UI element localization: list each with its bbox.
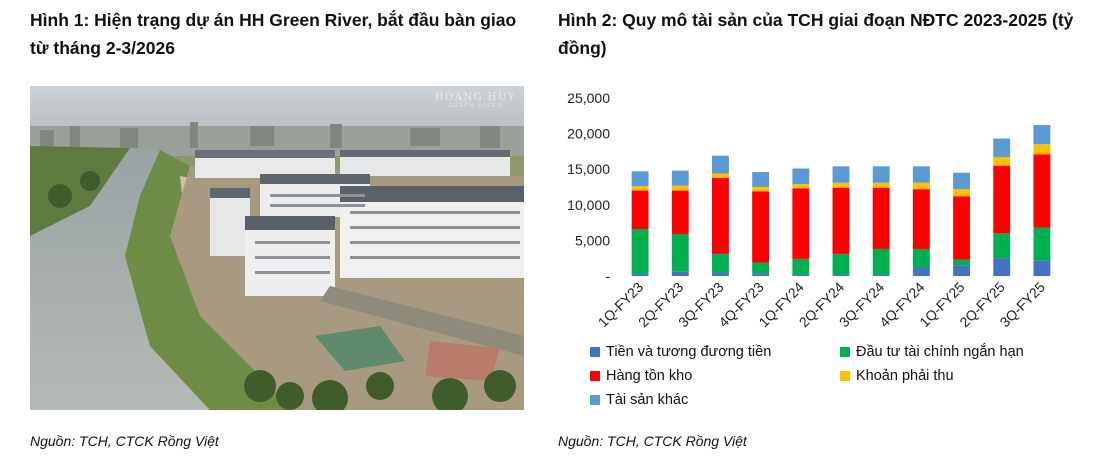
legend-label: Hàng tồn kho [606, 368, 693, 384]
bar-segment [671, 185, 689, 191]
watermark-line1: HOANG HUY [434, 92, 516, 103]
bar-segment [752, 187, 770, 192]
legend-label: Tài sản khác [606, 392, 689, 408]
bar-segment [712, 177, 729, 254]
bar-segment [872, 187, 890, 249]
bar-segment [832, 182, 850, 188]
legend-label: Khoản phải thu [856, 368, 954, 384]
bar-segment [792, 274, 810, 276]
bar-segment [1033, 125, 1051, 145]
legend-item: Tài sản khác [590, 390, 840, 410]
bar-segment [752, 172, 770, 187]
bar-segment [631, 229, 649, 274]
bar-segment [993, 157, 1011, 166]
photo-watermark: HOANG HUY GREEN RIVER [435, 92, 516, 109]
y-tick-label: - [605, 268, 610, 284]
legend-swatch [840, 371, 850, 381]
bar-segment [671, 233, 689, 272]
figure2-source: Nguồn: TCH, CTCK Rồng Việt [558, 433, 747, 449]
bar-segment [671, 190, 689, 234]
figure1-source: Nguồn: TCH, CTCK Rồng Việt [30, 433, 219, 449]
y-tick-label: 25,000 [567, 90, 610, 106]
figure1-title: Hình 1: Hiện trạng dự án HH Green River,… [30, 10, 517, 58]
bar-segment [792, 168, 810, 185]
bar-segment [832, 253, 850, 275]
legend-swatch [590, 395, 600, 405]
legend-label: Đầu tư tài chính ngắn hạn [856, 344, 1024, 360]
bar-segment [1033, 260, 1051, 276]
bar-segment [993, 258, 1011, 276]
y-tick-label: 20,000 [567, 126, 610, 142]
bar-segment [993, 165, 1011, 234]
bar-segment [712, 155, 729, 174]
bar-segment [872, 166, 890, 183]
bar-segment [752, 262, 770, 274]
bar-segment [631, 171, 649, 187]
project-aerial-photo: HOANG HUY GREEN RIVER [30, 86, 524, 410]
bar-segment [832, 187, 850, 254]
legend-item: Hàng tồn kho [590, 366, 840, 386]
bar-segment [912, 248, 930, 268]
bar-segment [872, 248, 890, 275]
bar-segment [953, 265, 970, 276]
bar-segment [953, 189, 970, 197]
bar-segment [1033, 227, 1051, 261]
bar-segment [912, 189, 930, 249]
bar-segment [872, 274, 890, 276]
bar-segment [792, 258, 810, 275]
aerial-photo-illustration [30, 86, 524, 410]
legend-item: Khoản phải thu [840, 366, 1070, 386]
bar-segment [631, 186, 649, 191]
bar-segment [792, 188, 810, 259]
stacked-bar-chart: -5,00010,00015,00020,00025,0001Q-FY232Q-… [567, 90, 1051, 330]
legend-swatch [590, 347, 600, 357]
legend-label: Tiền và tương đương tiền [606, 344, 772, 360]
bar-segment [631, 190, 649, 230]
bar-segment [792, 184, 810, 189]
bar-segment [671, 170, 689, 186]
y-tick-label: 5,000 [575, 232, 610, 248]
bar-segment [872, 182, 890, 188]
bar-segment [993, 233, 1011, 259]
bar-segment [912, 267, 930, 276]
bar-segment [712, 173, 729, 178]
legend-item: Tiền và tương đương tiền [590, 342, 840, 362]
bar-segment [712, 272, 729, 276]
watermark-line2: GREEN RIVER [448, 103, 503, 109]
bar-segment [1033, 144, 1051, 155]
figure2-title: Hình 2: Quy mô tài sản của TCH giai đoạn… [558, 10, 1074, 58]
bar-segment [912, 182, 930, 190]
bar-segment [752, 191, 770, 263]
bar-segment [832, 274, 850, 276]
bar-segment [912, 166, 930, 183]
y-tick-label: 15,000 [567, 161, 610, 177]
bar-segment [953, 259, 970, 266]
legend-item: Đầu tư tài chính ngắn hạn [840, 342, 1070, 362]
bar-segment [953, 196, 970, 260]
chart-legend: Tiền và tương đương tiền Đầu tư tài chính… [590, 342, 1070, 410]
y-tick-label: 10,000 [567, 197, 610, 213]
bar-segment [953, 172, 970, 190]
asset-scale-chart: -5,000 10,000 15,000 20,000 25,000 1Q-FY23 2Q-… [558, 86, 1078, 330]
bar-segment [671, 271, 689, 276]
legend-swatch [590, 371, 600, 381]
x-tick-label: 3Q-FY25 [997, 279, 1049, 331]
bar-segment [712, 253, 729, 273]
bar-segment [832, 166, 850, 183]
bar-segment [631, 273, 649, 276]
legend-swatch [840, 347, 850, 357]
bar-segment [752, 273, 770, 276]
bar-segment [993, 138, 1011, 158]
bar-segment [1033, 154, 1051, 228]
